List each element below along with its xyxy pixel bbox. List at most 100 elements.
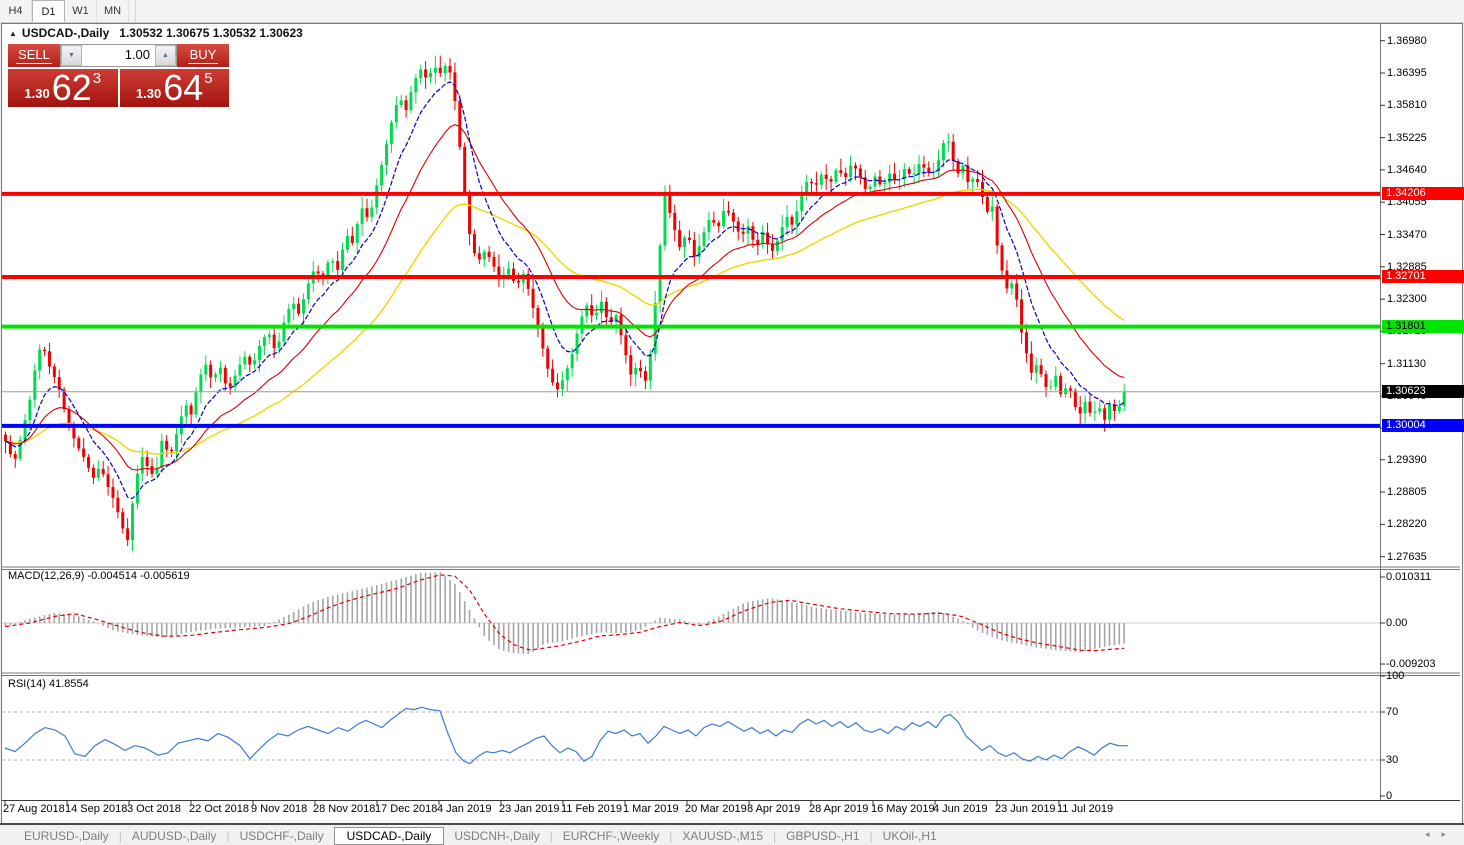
chart-ohlc-values: 1.30532 1.30675 1.30532 1.30623 bbox=[119, 26, 303, 40]
tab-usdcnh-daily[interactable]: USDCNH-,Daily bbox=[454, 828, 540, 843]
volume-control: ▼ 1.00 ▲ bbox=[60, 44, 177, 67]
price-tick-label: 1.35810 bbox=[1387, 99, 1427, 112]
sell-button[interactable]: SELL bbox=[8, 44, 60, 67]
tab-eurusd-daily[interactable]: EURUSD-,Daily bbox=[24, 828, 109, 843]
buy-price-prefix: 1.30 bbox=[135, 86, 162, 101]
toolbar-separator bbox=[135, 0, 136, 22]
price-tick-label: 1.32300 bbox=[1387, 293, 1427, 306]
date-tick-label: 14 Sep 2018 bbox=[65, 803, 128, 815]
price-tick-label: 1.32885 bbox=[1387, 260, 1427, 273]
timeframe-button-w1[interactable]: W1 bbox=[65, 0, 97, 22]
tab-scroll-arrows: ◂▸ bbox=[1425, 829, 1458, 840]
macd-indicator-label: MACD(12,26,9) -0.004514 -0.005619 bbox=[8, 570, 190, 582]
chart-title: ▲ USDCAD-,Daily 1.30532 1.30675 1.30532 1.… bbox=[9, 26, 303, 40]
date-tick-label: 27 Aug 2018 bbox=[3, 803, 65, 815]
date-tick-label: 23 Jun 2019 bbox=[995, 803, 1056, 815]
date-tick-label: 11 Jul 2019 bbox=[1057, 803, 1114, 815]
tab-gbpusd-h1[interactable]: GBPUSD-,H1 bbox=[786, 828, 860, 843]
price-tick-label: 1.28220 bbox=[1387, 518, 1427, 531]
price-level-lines[interactable] bbox=[2, 191, 1380, 428]
one-click-trade-panel: SELL ▼ 1.00 ▲ BUY 1.30 62 3 1.30 64 5 bbox=[8, 44, 229, 107]
timeframe-button-h4[interactable]: H4 bbox=[0, 0, 32, 22]
date-tick-label: 23 Jan 2019 bbox=[499, 803, 560, 815]
collapse-triangle-icon[interactable]: ▲ bbox=[9, 29, 17, 38]
price-tick-label: 1.29390 bbox=[1387, 453, 1427, 466]
date-tick-label: 9 Nov 2018 bbox=[251, 803, 308, 815]
timeframe-button-d1[interactable]: D1 bbox=[32, 0, 65, 22]
tab-separator: | bbox=[226, 828, 230, 843]
macd-panel bbox=[2, 572, 1380, 655]
tab-usdchf-daily[interactable]: USDCHF-,Daily bbox=[239, 828, 324, 843]
date-tick-label: 11 Feb 2019 bbox=[561, 803, 622, 815]
level-price-badge: 1.32701 bbox=[1382, 270, 1464, 284]
sell-price-button[interactable]: 1.30 62 3 bbox=[8, 69, 118, 107]
level-price-badge: 1.30004 bbox=[1382, 419, 1464, 433]
date-tick-label: 16 May 2019 bbox=[871, 803, 935, 815]
price-tick-label: 1.27635 bbox=[1387, 550, 1427, 563]
date-tick-label: 28 Apr 2019 bbox=[809, 803, 869, 815]
buy-price-big: 64 bbox=[163, 67, 204, 108]
rsi-tick-label: 70 bbox=[1386, 706, 1399, 718]
window-bottom-edge bbox=[0, 823, 1464, 825]
tab-separator: | bbox=[118, 828, 122, 843]
macd-tick-label: 0.010311 bbox=[1386, 571, 1432, 583]
timeframe-toolbar: H4 D1 W1 MN bbox=[0, 0, 1464, 23]
timeframe-button-mn[interactable]: MN bbox=[97, 0, 129, 22]
rsi-indicator-label: RSI(14) 41.8554 bbox=[8, 678, 89, 690]
symbol-tab-bar: EURUSD-,Daily | AUDUSD-,Daily | USDCHF-,Dail… bbox=[0, 826, 1464, 845]
date-tick-label: 28 Nov 2018 bbox=[313, 803, 376, 815]
rsi-tick-label: 30 bbox=[1386, 754, 1399, 766]
tab-separator: | bbox=[669, 828, 673, 843]
tab-audusd-daily[interactable]: AUDUSD-,Daily bbox=[131, 828, 217, 843]
tab-separator: | bbox=[869, 828, 873, 843]
date-tick-label: 4 Jan 2019 bbox=[437, 803, 492, 815]
sell-price-big: 62 bbox=[51, 67, 92, 108]
price-tick-label: 1.33470 bbox=[1387, 228, 1427, 241]
rsi-line bbox=[4, 706, 1129, 765]
tab-separator: | bbox=[773, 828, 777, 843]
rsi-panel bbox=[2, 706, 1380, 765]
tab-separator: | bbox=[549, 828, 553, 843]
buy-price-sup: 5 bbox=[204, 70, 213, 87]
price-tick-label: 1.31130 bbox=[1387, 357, 1426, 370]
volume-decrease-button[interactable]: ▼ bbox=[61, 45, 82, 66]
date-tick-label: 17 Dec 2018 bbox=[375, 803, 438, 815]
date-tick-label: 1 Mar 2019 bbox=[623, 803, 679, 815]
level-price-badge: 1.34206 bbox=[1382, 187, 1464, 201]
volume-increase-button[interactable]: ▲ bbox=[155, 45, 176, 66]
level-price-badge: 1.31801 bbox=[1382, 320, 1464, 334]
date-tick-label: 20 Mar 2019 bbox=[685, 803, 747, 815]
date-tick-label: 8 Apr 2019 bbox=[747, 803, 801, 815]
price-tick-label: 1.36395 bbox=[1387, 67, 1427, 79]
tab-usdcad-daily[interactable]: USDCAD-,Daily bbox=[333, 826, 445, 845]
volume-input[interactable]: 1.00 bbox=[82, 45, 155, 66]
sell-price-sup: 3 bbox=[92, 70, 102, 87]
date-tick-label: 22 Oct 2018 bbox=[189, 803, 249, 815]
panel-borders bbox=[2, 24, 1460, 805]
tab-ukoil-h1[interactable]: UKOil-,H1 bbox=[882, 828, 937, 843]
chart-symbol-period: USDCAD-,Daily bbox=[21, 26, 110, 40]
date-tick-label: 3 Oct 2018 bbox=[127, 803, 181, 815]
candlesticks bbox=[4, 55, 1126, 552]
buy-button[interactable]: BUY bbox=[177, 44, 229, 67]
rsi-tick-label: 100 bbox=[1386, 670, 1405, 682]
rsi-tick-label: 0 bbox=[1386, 790, 1393, 802]
tab-eurchf-weekly[interactable]: EURCHF-,Weekly bbox=[562, 828, 660, 843]
price-tick-label: 1.34640 bbox=[1387, 163, 1427, 176]
buy-price-button[interactable]: 1.30 64 5 bbox=[119, 67, 229, 108]
current-price-badge: 1.30623 bbox=[1382, 385, 1464, 399]
tab-xauusd-m15[interactable]: XAUUSD-,M15 bbox=[682, 828, 764, 843]
moving-averages bbox=[5, 81, 1125, 500]
timeframe-buttons: H4 D1 W1 MN bbox=[0, 0, 129, 22]
price-tick-label: 1.36980 bbox=[1387, 34, 1427, 47]
macd-signal-line bbox=[5, 574, 1125, 652]
macd-tick-label: -0.009203 bbox=[1386, 658, 1436, 671]
macd-tick-label: 0.00 bbox=[1386, 617, 1408, 629]
date-tick-label: 4 Jun 2019 bbox=[933, 803, 988, 815]
sell-price-prefix: 1.30 bbox=[24, 86, 50, 101]
tab-scroll-right-icon[interactable]: ▸ bbox=[1441, 829, 1458, 839]
tab-scroll-left-icon[interactable]: ◂ bbox=[1424, 829, 1442, 839]
price-tick-label: 1.28805 bbox=[1387, 486, 1427, 499]
